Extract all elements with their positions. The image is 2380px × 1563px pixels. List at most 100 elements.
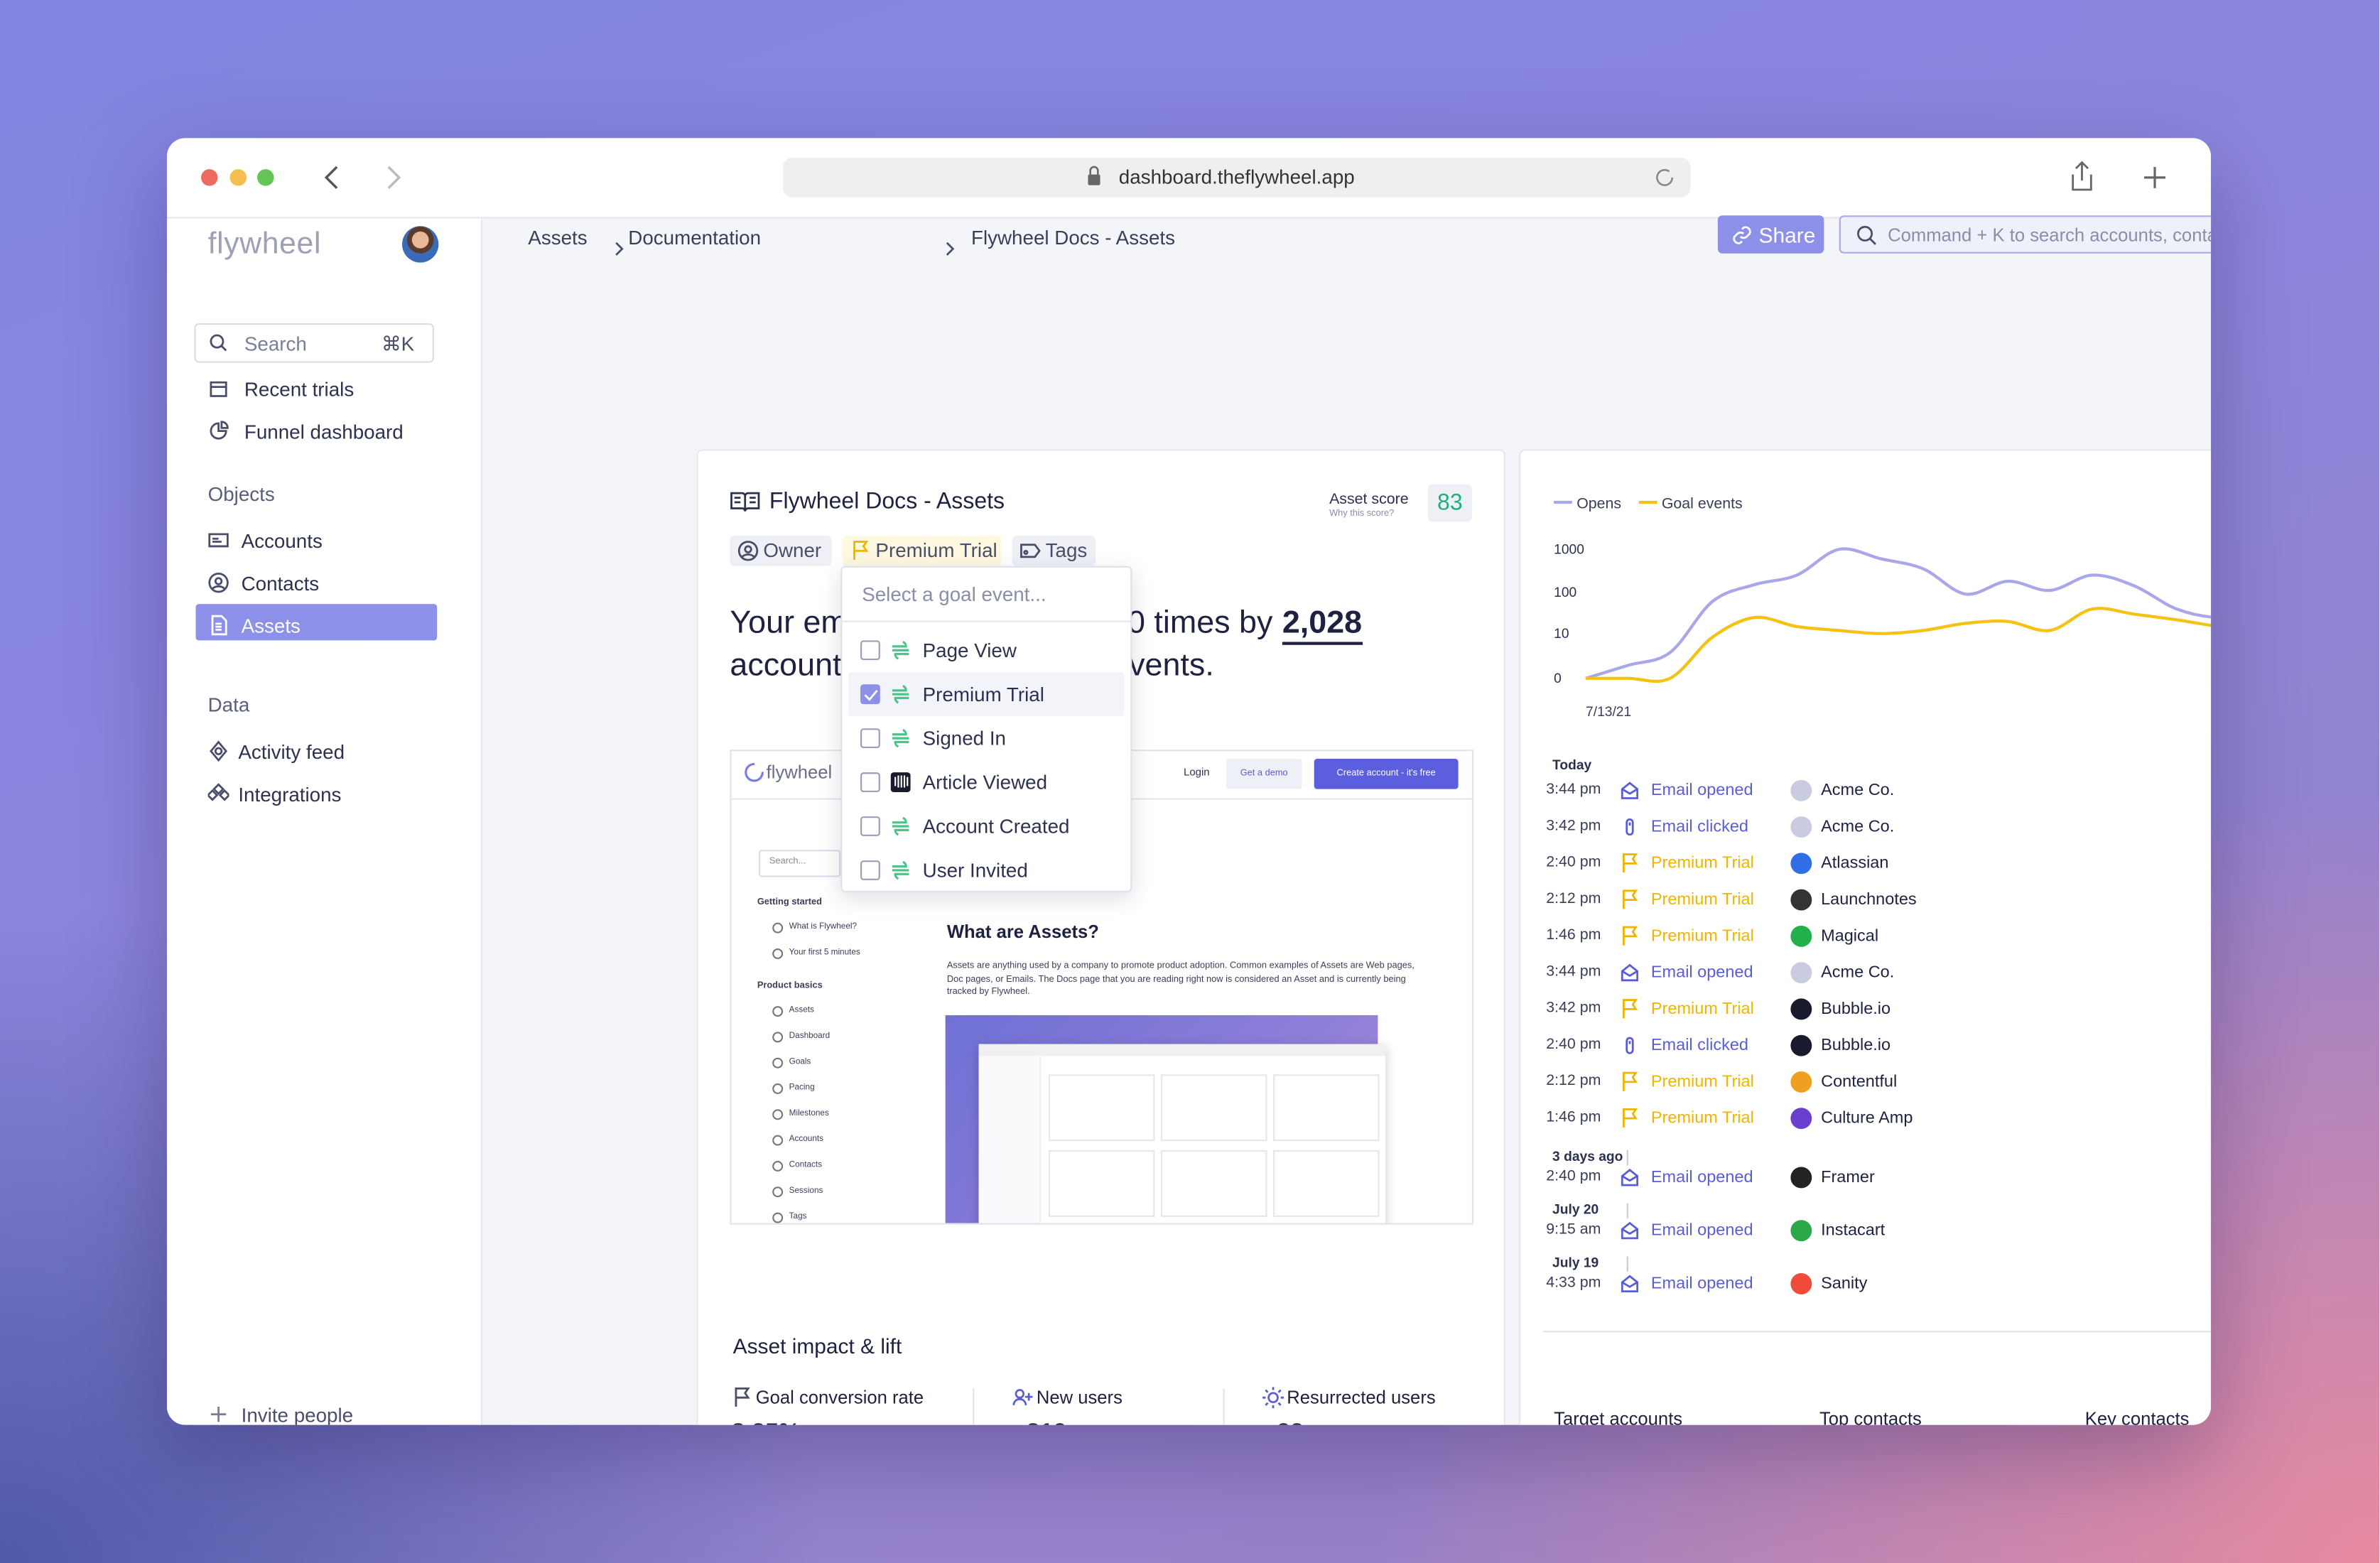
global-search[interactable]: Command + K to search accounts, contacts… (1839, 215, 2212, 254)
nav-item[interactable]: Contacts (241, 572, 320, 595)
feed-company[interactable]: Culture Amp (1821, 1109, 1913, 1127)
feed-company[interactable]: Sanity (1821, 1275, 1868, 1293)
url[interactable]: dashboard.theflywheel.app (1118, 165, 1355, 188)
company-logo (1790, 1071, 1812, 1093)
share-button[interactable]: Share (1717, 215, 1824, 254)
checkbox[interactable] (860, 816, 880, 836)
segment-logo (892, 640, 909, 660)
feed-event[interactable]: Premium Trial (1650, 1073, 1754, 1091)
company-logo (1790, 998, 1812, 1020)
checkbox[interactable] (860, 860, 880, 880)
headline-accounts[interactable]: 2,028 (1282, 605, 1363, 645)
event-icon-path (1623, 1108, 1638, 1127)
checkbox[interactable] (860, 684, 880, 705)
option-label[interactable]: Premium Trial (922, 683, 1044, 706)
nav-icon (210, 381, 227, 397)
score-hint[interactable]: Why this score? (1329, 509, 1395, 519)
feed-company[interactable]: Acme Co. (1821, 818, 1895, 836)
feed-time: 1:46 pm (1546, 927, 1601, 944)
event-icon-path (1621, 963, 1639, 982)
option-icon (892, 860, 909, 880)
feed-company[interactable]: Atlassian (1821, 854, 1889, 873)
event-icon-path (1623, 1071, 1638, 1091)
feed-company[interactable]: Framer (1821, 1168, 1875, 1187)
preview-nav-title: Getting started (757, 898, 822, 908)
checkbox[interactable] (860, 728, 880, 749)
preview-nav-item: Tags (789, 1212, 807, 1222)
segment-logo (892, 860, 909, 880)
nav-item[interactable]: Recent trials (244, 377, 355, 401)
option-label[interactable]: User Invited (922, 858, 1028, 882)
preview-nav-dot (772, 1057, 784, 1069)
feed-event[interactable]: Email clicked (1650, 1036, 1748, 1055)
chip-icon (1020, 543, 1041, 558)
metric-label: New users (1036, 1387, 1123, 1409)
preview-nav-item: Your first 5 minutes (789, 948, 860, 958)
feed-event[interactable]: Email opened (1650, 1168, 1753, 1187)
breadcrumb[interactable]: Assets (528, 226, 588, 249)
nav-item[interactable]: Activity feed (238, 740, 345, 764)
feed-company[interactable]: Bubble.io (1821, 1036, 1891, 1055)
nav-item[interactable]: Assets (241, 615, 301, 638)
feed-company[interactable]: Magical (1821, 927, 1879, 946)
option-label[interactable]: Signed In (922, 727, 1006, 750)
feed-event[interactable]: Premium Trial (1650, 1109, 1754, 1127)
feed-event[interactable]: Email clicked (1650, 818, 1748, 836)
feed-company[interactable]: Instacart (1821, 1221, 1886, 1240)
option-label[interactable]: Account Created (922, 814, 1070, 838)
preview-create: Create account - it's free (1314, 758, 1459, 789)
event-icon (1621, 963, 1639, 982)
nav-icon-path (211, 615, 227, 636)
search-box[interactable]: Search ⌘K (194, 323, 434, 363)
breadcrumb[interactable]: Flywheel Docs - Assets (970, 226, 1176, 249)
feed-company[interactable]: Contentful (1821, 1073, 1898, 1091)
feed-event[interactable]: Email opened (1650, 1221, 1753, 1240)
y-tick-label: 1000 (1554, 543, 1584, 558)
goal-dropdown: Select a goal event... Page View Premium … (840, 566, 1132, 892)
feed-event[interactable]: Email opened (1650, 963, 1753, 982)
feed-company[interactable]: Acme Co. (1821, 963, 1895, 982)
company-logo (1790, 1273, 1812, 1294)
book-icon (730, 492, 760, 512)
feed-company[interactable]: Acme Co. (1821, 781, 1895, 800)
option-label[interactable]: Page View (922, 639, 1017, 662)
event-icon-path (1623, 889, 1638, 909)
preview-nav-dot (772, 1160, 784, 1172)
option-label[interactable]: Article Viewed (922, 771, 1048, 794)
feed-time: 3:42 pm (1546, 818, 1601, 835)
preview-nav-item: Sessions (789, 1186, 823, 1196)
feed-company[interactable]: Bubble.io (1821, 1000, 1891, 1019)
breadcrumb[interactable]: Documentation (628, 226, 762, 249)
footer-item[interactable]: Invite people (241, 1403, 354, 1425)
feed-time: 2:40 pm (1546, 854, 1601, 872)
user-avatar[interactable] (402, 226, 439, 263)
chip[interactable]: Owner (730, 535, 832, 566)
chip[interactable]: Tags (1012, 535, 1096, 566)
nav-item[interactable]: Funnel dashboard (244, 420, 404, 443)
preview-nav-dot (772, 1212, 784, 1223)
dropdown-placeholder[interactable]: Select a goal event... (862, 583, 1046, 606)
feed-event[interactable]: Premium Trial (1650, 927, 1754, 946)
nav-icon-path (210, 381, 227, 397)
nav-icon-path (208, 572, 229, 593)
event-icon (1626, 818, 1634, 836)
metric-icon-path (735, 1387, 750, 1407)
checkbox[interactable] (860, 640, 880, 661)
feed-company[interactable]: Launchnotes (1821, 890, 1917, 909)
feed-event[interactable]: Premium Trial (1650, 854, 1754, 873)
feed-event[interactable]: Premium Trial (1650, 1000, 1754, 1019)
chip-icon (737, 541, 759, 561)
shortcut: ⌘K (381, 332, 415, 355)
feed-event[interactable]: Premium Trial (1650, 890, 1754, 909)
nav-icon (207, 783, 229, 801)
preview-nav-item: Dashboard (789, 1032, 831, 1042)
main: Share Command + K to search accounts, co… (482, 215, 2212, 1425)
key-title: Key contacts (2084, 1408, 2190, 1425)
nav-item[interactable]: Accounts (241, 529, 323, 553)
feed-event[interactable]: Email opened (1650, 781, 1753, 800)
footer-icon (210, 1406, 227, 1422)
chip[interactable]: Premium Trial (842, 535, 1002, 566)
checkbox[interactable] (860, 772, 880, 792)
feed-event[interactable]: Email opened (1650, 1275, 1753, 1293)
nav-item[interactable]: Integrations (238, 783, 342, 806)
